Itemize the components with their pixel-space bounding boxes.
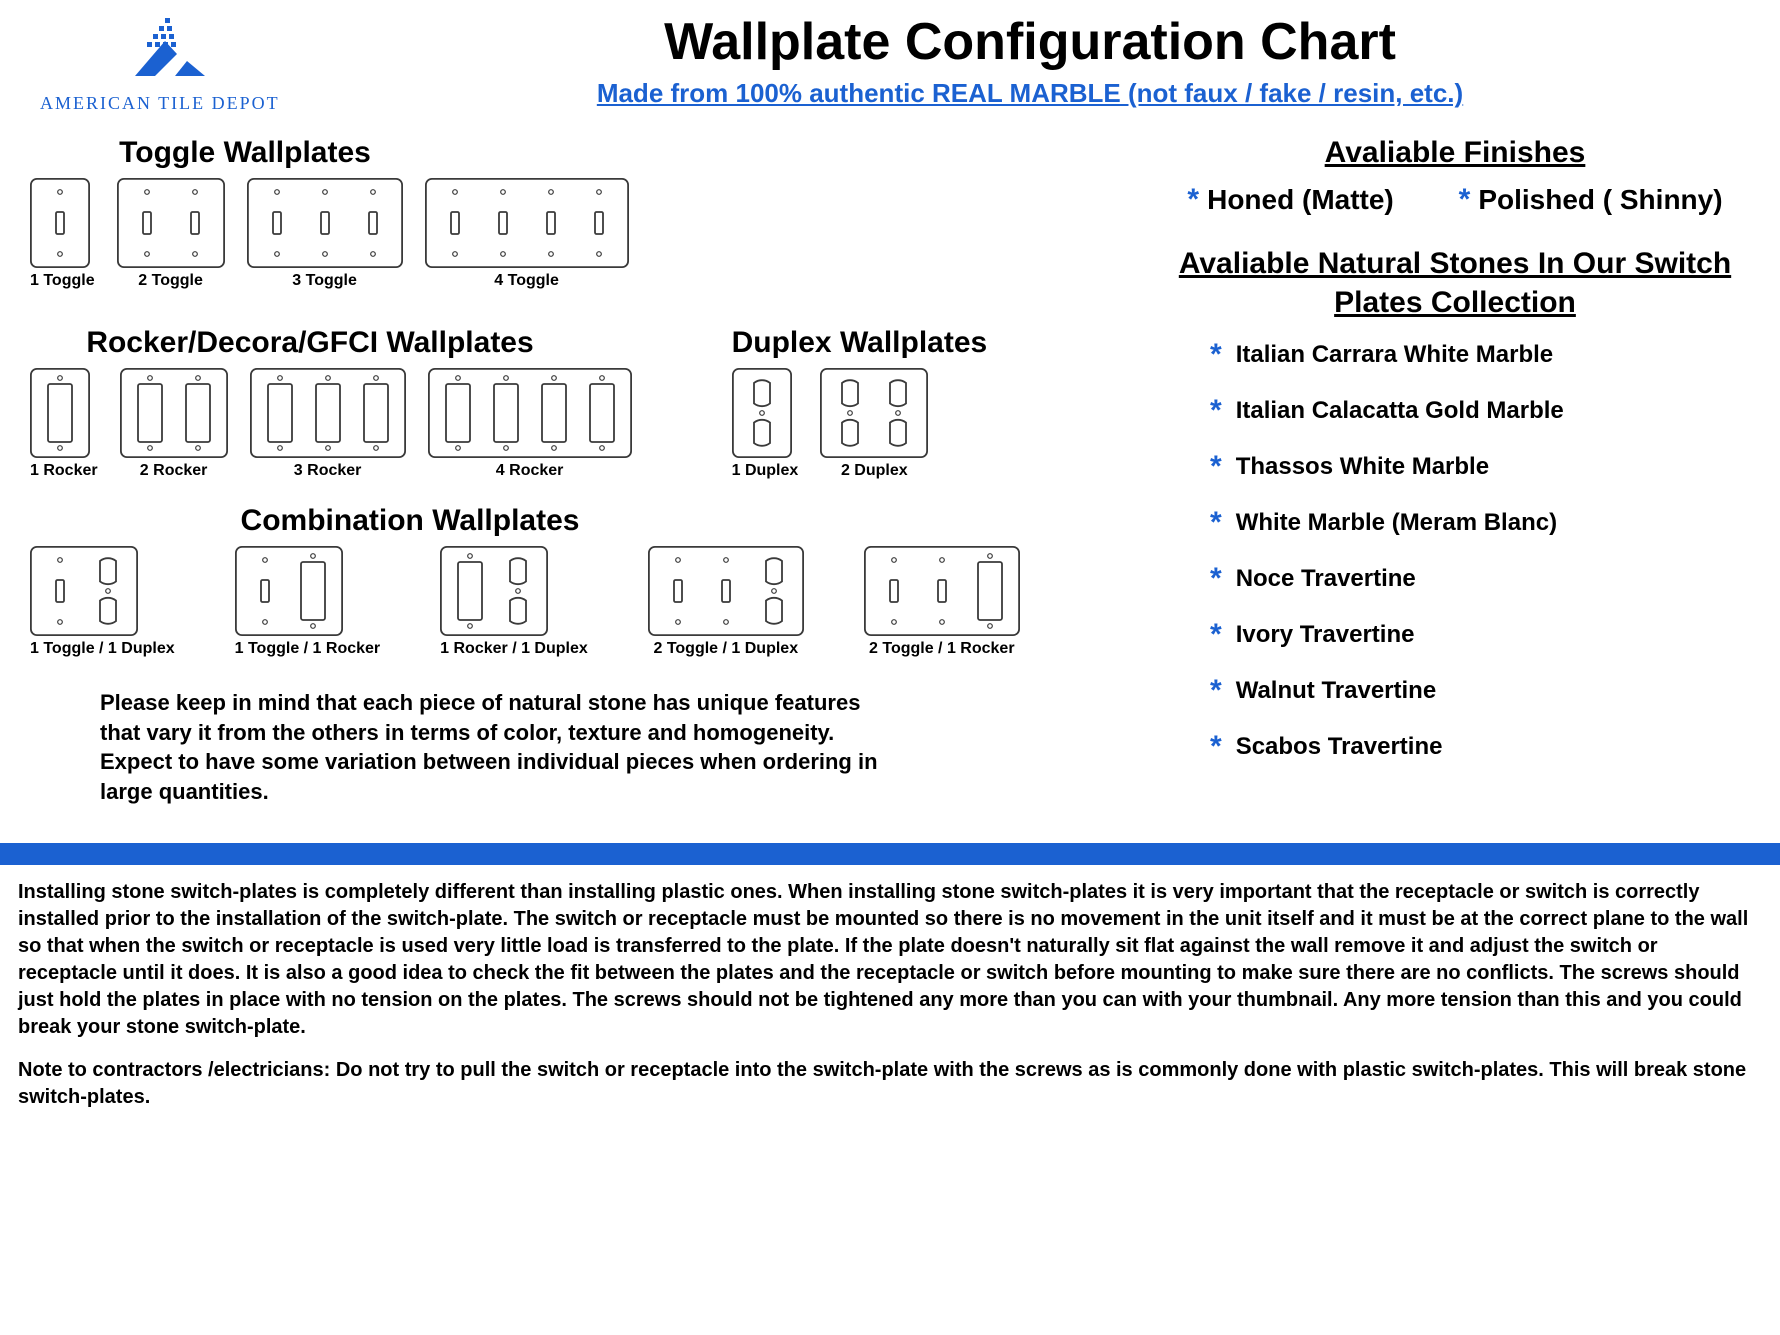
plate-label: 2 Toggle / 1 Duplex [648,640,804,658]
combination-section-title: Combination Wallplates [30,504,790,538]
duplex-1: 1 Duplex [732,368,799,480]
stone-item: * Scabos Travertine [1210,732,1750,762]
plate-label: 1 Rocker [30,462,98,480]
star-icon: * [1459,185,1471,215]
toggle-plate-row: 1 Toggle 2 Toggle 3 Toggle 4 Toggle [30,178,1150,290]
plate-label: 1 Toggle / 1 Duplex [30,640,175,658]
rocker-1: 1 Rocker [30,368,98,480]
plate-label: 1 Rocker / 1 Duplex [440,640,588,658]
plate-label: 2 Duplex [820,462,928,480]
toggle-1: 1 Toggle [30,178,95,290]
stone-item: * Walnut Travertine [1210,676,1750,706]
stone-label: Walnut Travertine [1236,677,1436,705]
plate-label: 2 Toggle / 1 Rocker [864,640,1020,658]
toggle-2: 2 Toggle [117,178,225,290]
stones-title: Avaliable Natural Stones In Our Switch P… [1160,244,1750,322]
stone-label: Italian Carrara White Marble [1236,341,1553,369]
star-icon: * [1210,620,1222,650]
stone-list: * Italian Carrara White Marble * Italian Ca… [1160,340,1750,762]
rocker-2: 2 Rocker [120,368,228,480]
page-subtitle[interactable]: Made from 100% authentic REAL MARBLE (no… [300,78,1760,109]
combo-1: 1 Toggle / 1 Rocker [235,546,381,658]
stone-label: White Marble (Meram Blanc) [1236,509,1557,537]
page-title: Wallplate Configuration Chart [300,12,1760,72]
star-icon: * [1210,564,1222,594]
stone-item: * Italian Calacatta Gold Marble [1210,396,1750,426]
combo-0: 1 Toggle / 1 Duplex [30,546,175,658]
stone-item: * White Marble (Meram Blanc) [1210,508,1750,538]
rocker-plate-row: 1 Rocker 2 Rocker 3 Rocker 4 Rocker [30,368,632,480]
toggle-4: 4 Toggle [425,178,629,290]
plate-label: 3 Rocker [250,462,406,480]
stone-item: * Italian Carrara White Marble [1210,340,1750,370]
finish-honed: * Honed (Matte) [1187,184,1393,216]
logo-icon [40,16,300,91]
stone-label: Ivory Travertine [1236,621,1415,649]
star-icon: * [1210,676,1222,706]
plate-label: 1 Toggle [30,272,95,290]
finishes-title: Avaliable Finishes [1160,136,1750,170]
plate-label: 1 Duplex [732,462,799,480]
plate-label: 2 Rocker [120,462,228,480]
stone-label: Noce Travertine [1236,565,1416,593]
stone-item: * Ivory Travertine [1210,620,1750,650]
star-icon: * [1210,452,1222,482]
toggle-3: 3 Toggle [247,178,403,290]
combo-3: 2 Toggle / 1 Duplex [648,546,804,658]
rocker-3: 3 Rocker [250,368,406,480]
toggle-section-title: Toggle Wallplates [30,136,460,170]
duplex-plate-row: 1 Duplex 2 Duplex [732,368,988,480]
plate-label: 4 Rocker [428,462,632,480]
star-icon: * [1187,185,1199,215]
install-note-contractors: Note to contractors /electricians: Do no… [0,1047,1780,1131]
stone-item: * Noce Travertine [1210,564,1750,594]
stone-label: Scabos Travertine [1236,733,1443,761]
finish-polished: *Polished ( Shinny) [1459,184,1723,216]
finish-label: Honed (Matte) [1207,184,1394,216]
brand-logo: AMERICAN TILE DEPOT [40,8,300,114]
duplex-2: 2 Duplex [820,368,928,480]
stone-label: Italian Calacatta Gold Marble [1236,397,1564,425]
stone-item: * Thassos White Marble [1210,452,1750,482]
stone-label: Thassos White Marble [1236,453,1489,481]
install-paragraph: Installing stone switch-plates is comple… [0,865,1780,1047]
plate-label: 3 Toggle [247,272,403,290]
finish-label: Polished ( Shinny) [1478,184,1722,216]
combo-4: 2 Toggle / 1 Rocker [864,546,1020,658]
star-icon: * [1210,396,1222,426]
rocker-section-title: Rocker/Decora/GFCI Wallplates [30,326,590,360]
plate-label: 2 Toggle [117,272,225,290]
plate-label: 1 Toggle / 1 Rocker [235,640,381,658]
plate-label: 4 Toggle [425,272,629,290]
combo-2: 1 Rocker / 1 Duplex [440,546,588,658]
duplex-section-title: Duplex Wallplates [732,326,988,360]
variation-note: Please keep in mind that each piece of n… [30,658,930,817]
brand-text: AMERICAN TILE DEPOT [40,93,300,114]
star-icon: * [1210,340,1222,370]
rocker-4: 4 Rocker [428,368,632,480]
divider-bar [0,843,1780,865]
star-icon: * [1210,732,1222,762]
combination-plate-row: 1 Toggle / 1 Duplex 1 Toggle / 1 Rocker … [30,546,1150,658]
star-icon: * [1210,508,1222,538]
finishes-row: *Honed (Matte) *Polished ( Shinny) [1160,184,1750,216]
